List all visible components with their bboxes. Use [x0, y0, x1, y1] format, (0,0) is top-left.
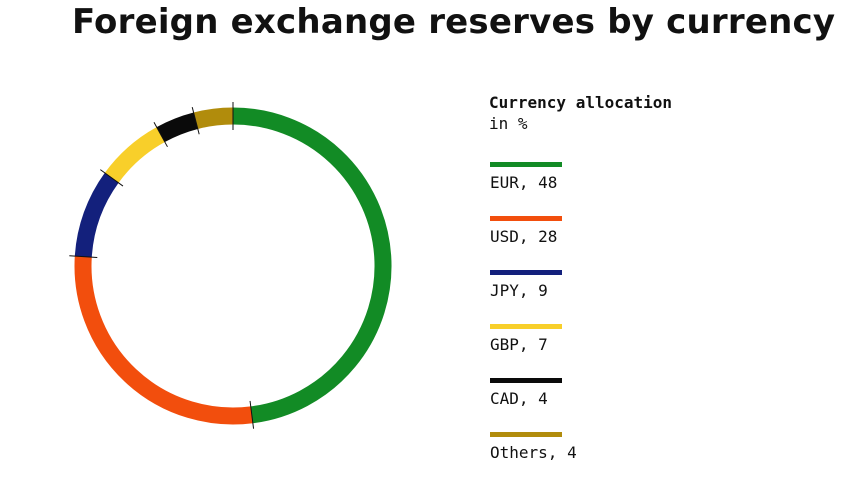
ring-divider-3 [100, 169, 124, 187]
ring-divider-2 [69, 255, 98, 258]
legend-title: Currency allocation [489, 93, 673, 112]
legend-item-jpy: JPY, 9 [489, 270, 689, 310]
legend-label-jpy: JPY, 9 [490, 281, 548, 300]
legend-label-eur: EUR, 48 [490, 173, 558, 192]
ring-segments [74, 107, 392, 425]
legend-swatch-gbp [490, 324, 562, 329]
legend-label-others: Others, 4 [490, 443, 577, 462]
ring-divider-1 [249, 400, 255, 429]
ring-segment-gbp [104, 127, 166, 183]
legend-item-usd: USD, 28 [489, 216, 689, 256]
legend-swatch-jpy [490, 270, 562, 275]
ring-divider-4 [153, 122, 168, 148]
legend: Currency allocation in % EUR, 48 USD, 28… [489, 92, 789, 462]
ring-segment-jpy [74, 172, 119, 258]
legend-label-usd: USD, 28 [490, 227, 558, 246]
ring-dividers [69, 102, 255, 429]
legend-swatch-eur [490, 162, 562, 167]
legend-swatch-usd [490, 216, 562, 221]
legend-item-eur: EUR, 48 [489, 162, 689, 202]
legend-label-gbp: GBP, 7 [490, 335, 548, 354]
legend-swatch-cad [490, 378, 562, 383]
legend-swatch-others [490, 432, 562, 437]
legend-item-others: Others, 4 [489, 432, 689, 472]
legend-item-cad: CAD, 4 [489, 378, 689, 418]
legend-subtitle: in % [489, 114, 528, 133]
ring-segment-others [193, 107, 234, 129]
ring-segment-eur [232, 107, 392, 424]
legend-item-gbp: GBP, 7 [489, 324, 689, 364]
ring-divider-5 [191, 107, 200, 135]
ring-segment-cad [156, 112, 199, 143]
legend-label-cad: CAD, 4 [490, 389, 548, 408]
ring-segment-usd [74, 256, 253, 425]
chart-title: Foreign exchange reserves by currency [72, 2, 836, 42]
